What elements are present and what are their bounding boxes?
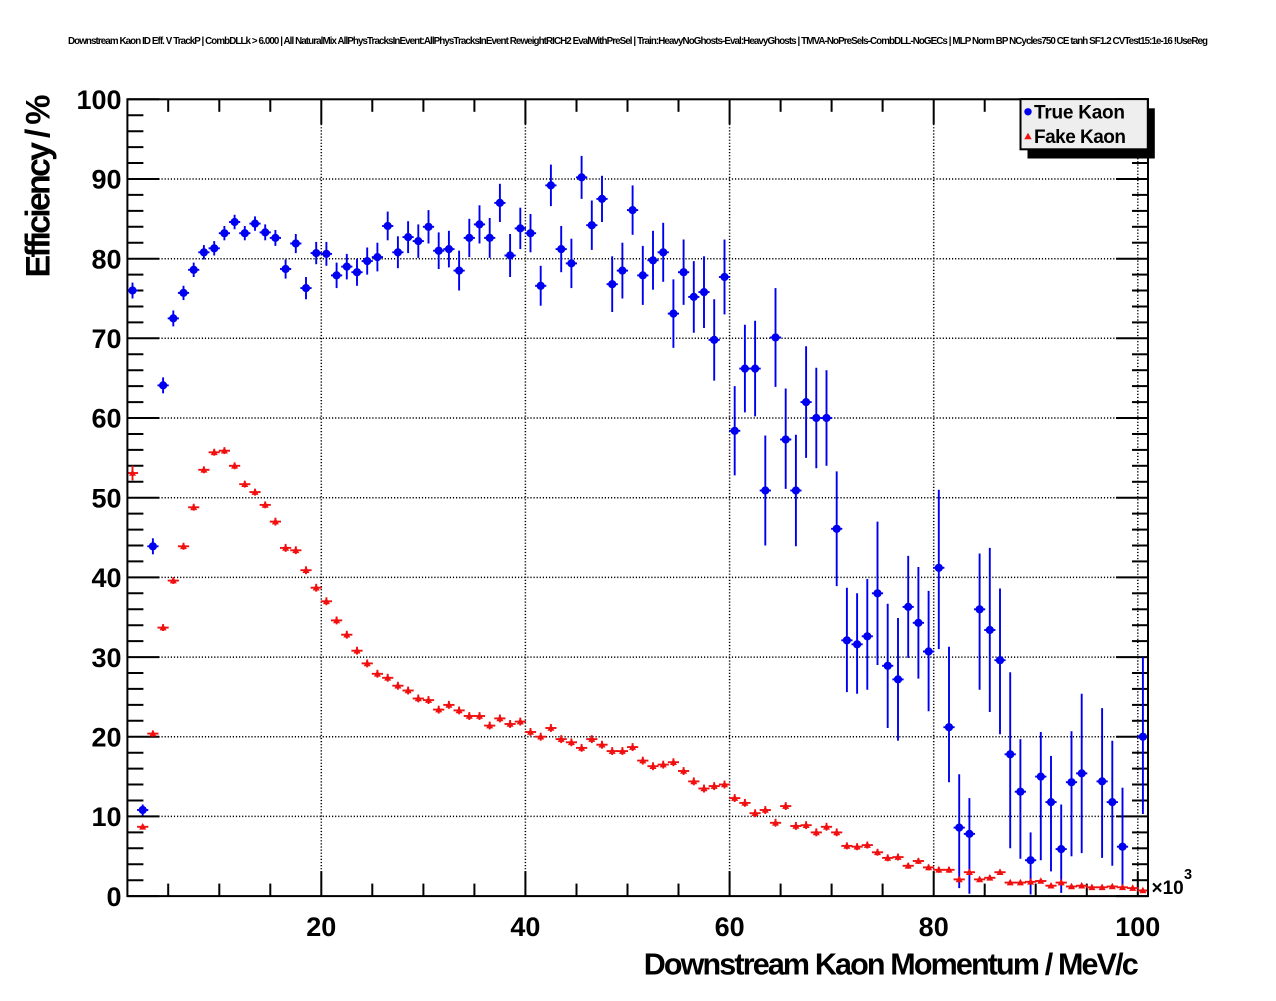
svg-text:Fake Kaon: Fake Kaon — [1034, 127, 1126, 148]
svg-text:40: 40 — [91, 563, 121, 593]
svg-text:×10: ×10 — [1152, 878, 1184, 899]
svg-text:10: 10 — [91, 802, 121, 832]
svg-text:80: 80 — [919, 912, 949, 942]
svg-text:90: 90 — [91, 165, 121, 195]
svg-text:0: 0 — [106, 882, 121, 912]
svg-text:70: 70 — [91, 324, 121, 354]
svg-text:True Kaon: True Kaon — [1034, 103, 1125, 124]
svg-text:60: 60 — [91, 404, 121, 434]
svg-text:20: 20 — [91, 722, 121, 752]
svg-text:3: 3 — [1184, 867, 1192, 883]
svg-text:80: 80 — [91, 244, 121, 274]
svg-text:Downstream Kaon Momentum / MeV: Downstream Kaon Momentum / MeV/c — [644, 947, 1139, 981]
svg-text:50: 50 — [91, 483, 121, 513]
svg-text:Efficiency / %: Efficiency / % — [20, 95, 58, 278]
svg-text:60: 60 — [715, 912, 745, 942]
svg-text:40: 40 — [510, 912, 540, 942]
svg-text:100: 100 — [1115, 912, 1160, 942]
svg-text:100: 100 — [76, 85, 121, 115]
svg-text:30: 30 — [91, 643, 121, 673]
svg-text:Downstream Kaon ID Eff. V Trac: Downstream Kaon ID Eff. V TrackP | CombD… — [68, 36, 1208, 47]
svg-text:20: 20 — [306, 912, 336, 942]
